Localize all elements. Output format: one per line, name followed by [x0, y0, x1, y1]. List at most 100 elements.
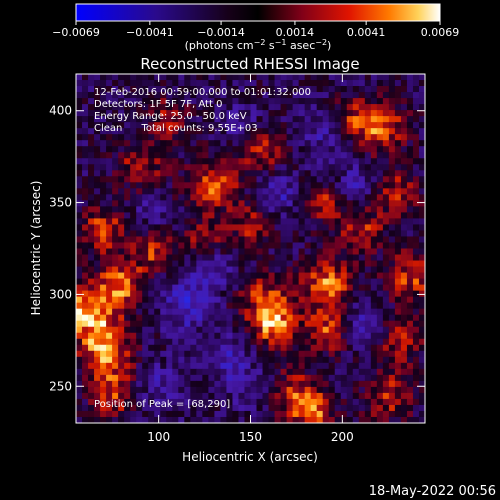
heatmap-cell [94, 368, 101, 376]
heatmap-cell [316, 260, 324, 267]
heatmap-cell [274, 272, 281, 279]
heatmap-cell [232, 404, 239, 412]
heatmap-cell [346, 320, 354, 328]
heatmap-cell [370, 176, 378, 183]
heatmap-cell [364, 188, 372, 195]
heatmap-cell [154, 320, 161, 328]
heatmap-cell [178, 290, 185, 298]
heatmap-cell [268, 302, 275, 310]
heatmap-cell [310, 98, 318, 105]
heatmap-cell [418, 242, 426, 249]
heatmap-cell [250, 356, 257, 364]
heatmap-cell [322, 248, 330, 255]
heatmap-cell [106, 158, 113, 165]
heatmap-cell [148, 140, 155, 147]
heatmap-cell [334, 188, 342, 195]
heatmap-cell [400, 308, 408, 316]
heatmap-cell [76, 182, 83, 189]
heatmap-cell [232, 266, 239, 273]
heatmap-cell [118, 98, 125, 105]
heatmap-cell [178, 230, 185, 237]
heatmap-cell [148, 164, 155, 171]
heatmap-cell [130, 212, 137, 219]
heatmap-cell [142, 380, 149, 388]
heatmap-cell [358, 302, 366, 310]
heatmap-cell [178, 326, 185, 334]
heatmap-cell [280, 98, 288, 105]
heatmap-cell [382, 368, 390, 376]
heatmap-cell [346, 122, 354, 129]
heatmap-cell [130, 350, 137, 358]
heatmap-cell [142, 116, 149, 123]
heatmap-cell [226, 362, 233, 370]
heatmap-cell [130, 242, 137, 249]
heatmap-cell [226, 182, 233, 189]
heatmap-cell [124, 338, 131, 346]
heatmap-cell [166, 188, 173, 195]
heatmap-cell [304, 266, 312, 273]
heatmap-cell [166, 242, 173, 249]
heatmap-cell [382, 242, 390, 249]
heatmap-cell [136, 296, 143, 304]
heatmap-cell [418, 284, 426, 292]
heatmap-cell [172, 260, 179, 267]
heatmap-cell [166, 176, 173, 183]
heatmap-cell [88, 176, 95, 183]
heatmap-cell [166, 110, 173, 117]
heatmap-cell [118, 332, 125, 340]
heatmap-cell [112, 392, 119, 400]
heatmap-cell [286, 128, 294, 135]
heatmap-cell [142, 410, 149, 418]
heatmap-cell [178, 386, 185, 394]
heatmap-cell [340, 74, 348, 81]
heatmap-cell [136, 278, 143, 286]
heatmap-cell [118, 248, 125, 255]
heatmap-cell [202, 284, 209, 292]
heatmap-cell [328, 404, 336, 412]
heatmap-cell [394, 128, 402, 135]
heatmap-cell [352, 278, 360, 286]
heatmap-cell [400, 410, 408, 418]
heatmap-cell [184, 308, 191, 316]
heatmap-cell [256, 170, 263, 177]
heatmap-cell [322, 224, 330, 231]
heatmap-cell [148, 182, 155, 189]
heatmap-cell [202, 194, 209, 201]
heatmap-cell [124, 224, 131, 231]
heatmap-cell [244, 362, 251, 370]
heatmap-cell [394, 416, 402, 424]
heatmap-cell [322, 122, 330, 129]
heatmap-cell [334, 398, 342, 406]
heatmap-cell [262, 380, 269, 388]
heatmap-cell [268, 224, 275, 231]
heatmap-cell [76, 278, 83, 286]
heatmap-cell [262, 92, 269, 99]
heatmap-cell [202, 170, 209, 177]
heatmap-cell [220, 188, 227, 195]
heatmap-cell [274, 398, 281, 406]
heatmap-cell [280, 128, 288, 135]
heatmap-cell [364, 212, 372, 219]
heatmap-cell [268, 368, 275, 376]
heatmap-cell [142, 110, 149, 117]
heatmap-cell [172, 332, 179, 340]
heatmap-cell [418, 248, 426, 255]
heatmap-cell [418, 362, 426, 370]
heatmap-cell [316, 134, 324, 141]
heatmap-cell [298, 308, 306, 316]
heatmap-cell [76, 146, 83, 153]
heatmap-cell [388, 314, 396, 322]
heatmap-cell [208, 140, 215, 147]
heatmap-cell [298, 188, 306, 195]
heatmap-cell [142, 332, 149, 340]
heatmap-cell [280, 392, 288, 400]
heatmap-cell [400, 386, 408, 394]
heatmap-cell [112, 332, 119, 340]
heatmap-cell [352, 260, 360, 267]
heatmap-cell [292, 236, 300, 243]
heatmap-cell [148, 278, 155, 286]
heatmap-cell [190, 134, 197, 141]
heatmap-cell [196, 110, 203, 117]
heatmap-cell [298, 260, 306, 267]
heatmap-cell [352, 416, 360, 424]
